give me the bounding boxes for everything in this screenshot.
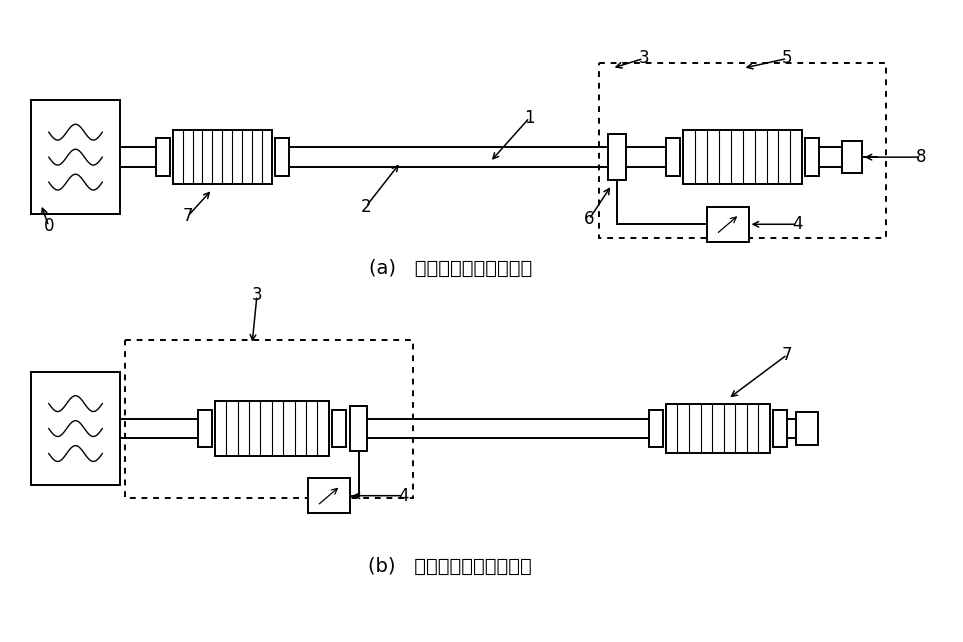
Bar: [215, 401, 328, 456]
Bar: [707, 207, 748, 242]
Bar: [332, 410, 346, 447]
Bar: [805, 139, 820, 176]
Bar: [156, 139, 169, 176]
Bar: [274, 139, 289, 176]
Text: (a)   试样的远端表面波测量: (a) 试样的远端表面波测量: [369, 259, 532, 278]
Bar: [666, 139, 680, 176]
Bar: [683, 130, 802, 184]
Text: (b)   试样的近端表面波测量: (b) 试样的近端表面波测量: [369, 557, 533, 577]
Bar: [125, 340, 413, 498]
Text: 4: 4: [792, 215, 802, 233]
Bar: [796, 412, 818, 446]
Text: 4: 4: [398, 487, 408, 505]
Bar: [665, 404, 770, 453]
Text: 3: 3: [251, 286, 262, 304]
Bar: [31, 100, 120, 214]
Bar: [350, 406, 368, 451]
Bar: [308, 478, 350, 514]
Bar: [172, 130, 272, 184]
Text: 7: 7: [782, 345, 793, 363]
Text: 3: 3: [638, 49, 649, 67]
Text: 8: 8: [916, 148, 926, 166]
Text: 0: 0: [43, 217, 54, 235]
Text: 1: 1: [524, 108, 534, 126]
Bar: [31, 372, 120, 485]
Text: 6: 6: [584, 211, 594, 229]
Text: 2: 2: [361, 198, 372, 216]
Bar: [599, 64, 887, 238]
Text: 7: 7: [182, 207, 193, 225]
Bar: [198, 410, 212, 447]
Bar: [608, 134, 626, 180]
Bar: [842, 141, 862, 173]
Bar: [649, 410, 663, 447]
Bar: [773, 410, 787, 447]
Text: 5: 5: [782, 49, 793, 67]
